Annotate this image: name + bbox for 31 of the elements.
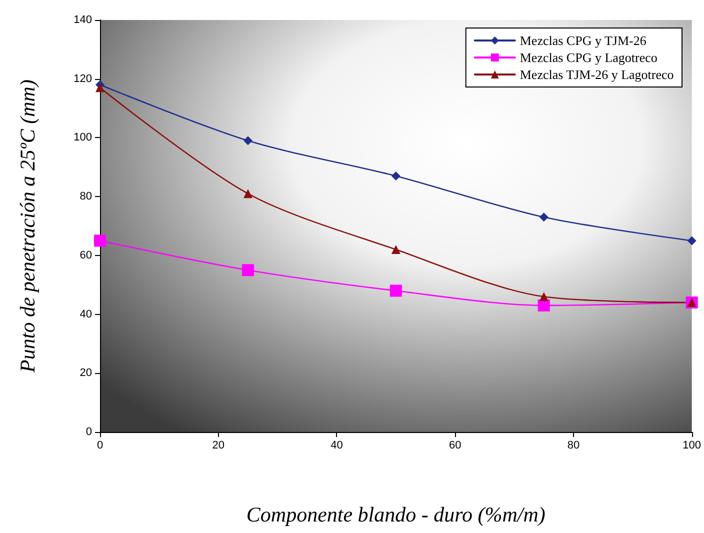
point <box>391 171 400 180</box>
legend-label: Mezclas TJM-26 y Lagotreco <box>520 67 674 82</box>
point <box>96 83 104 92</box>
legend-label: Mezclas CPG y Lagotreco <box>520 50 658 65</box>
point <box>390 284 402 297</box>
x-tick-label: 40 <box>330 440 343 452</box>
y-tick-label: 20 <box>80 367 92 380</box>
point <box>687 236 696 246</box>
y-tick-label: 0 <box>86 426 92 438</box>
y-tick-label: 40 <box>80 308 92 320</box>
point <box>243 136 252 146</box>
point <box>538 299 550 312</box>
x-axis-title: Componente blando - duro (%m/m) <box>246 502 546 526</box>
y-tick-label: 80 <box>80 190 92 203</box>
point <box>391 245 400 254</box>
y-axis-title: Punto de penetración a 25ºC (mm) <box>16 80 40 374</box>
point <box>242 264 254 276</box>
x-tick-label: 100 <box>682 440 702 452</box>
legend-label: Mezclas CPG y TJM-26 <box>520 33 647 48</box>
y-tick-label: 100 <box>74 132 92 144</box>
point <box>243 189 252 198</box>
x-tick-label: 80 <box>567 440 580 452</box>
point <box>539 292 548 302</box>
point <box>94 234 106 247</box>
x-tick-label: 60 <box>448 440 462 452</box>
x-tick-label: 20 <box>212 440 224 452</box>
y-tick-label: 60 <box>80 249 92 262</box>
point <box>539 212 548 222</box>
y-tick-label: 120 <box>74 72 92 85</box>
y-tick-label: 140 <box>74 14 92 26</box>
x-tick-label: 0 <box>96 440 104 452</box>
